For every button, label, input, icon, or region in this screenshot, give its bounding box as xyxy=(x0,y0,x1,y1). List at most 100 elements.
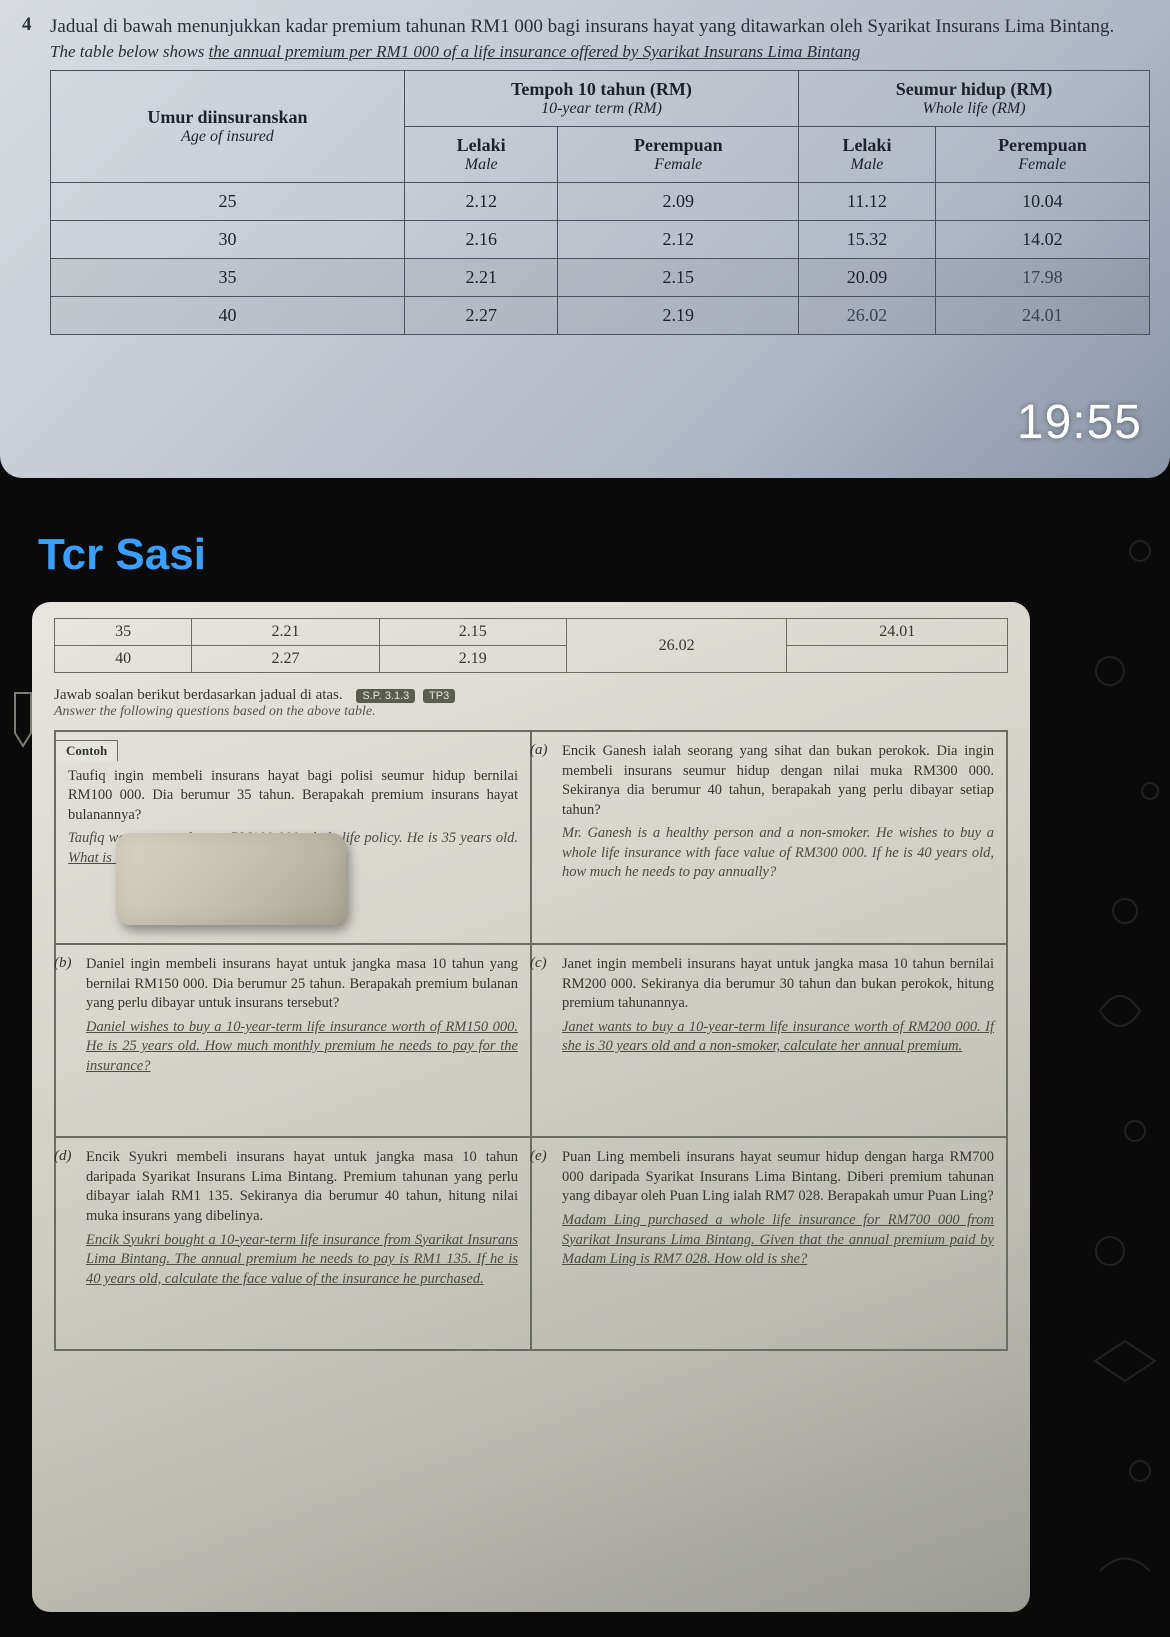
contoh-my: Taufiq ingin membeli insurans hayat bagi… xyxy=(68,767,518,826)
c-my: Janet ingin membeli insurans hayat untuk… xyxy=(562,955,994,1014)
lbl-female-my: Perempuan xyxy=(634,135,723,155)
tag-sp: S.P. 3.1.3 xyxy=(356,689,415,703)
lbl-female-en2: Female xyxy=(946,156,1139,174)
cell-ml: 15.32 xyxy=(799,220,936,258)
bottom-photo-card: 352.212.1526.0224.01 402.272.19 Jawab so… xyxy=(32,602,1030,1612)
cell-ml: 11.12 xyxy=(799,182,936,220)
cell-fl: 10.04 xyxy=(935,182,1149,220)
th-f10: PerempuanFemale xyxy=(558,126,799,182)
cell-m10: 2.16 xyxy=(404,220,558,258)
question-number: 4 xyxy=(22,14,32,36)
cell-ml: 20.09 xyxy=(799,258,936,296)
table-row: 352.212.1520.0917.98 xyxy=(51,258,1150,296)
frag-cell: 2.21 xyxy=(192,619,379,646)
lbl-female-my2: Perempuan xyxy=(998,135,1087,155)
cell-b: (b) Daniel ingin membeli insurans hayat … xyxy=(55,944,531,1137)
pencil-icon xyxy=(12,688,34,748)
instruction-my: Jawab soalan berikut berdasarkan jadual … xyxy=(54,687,1008,704)
cell-c: (c) Janet ingin membeli insurans hayat u… xyxy=(531,944,1007,1137)
question-text-my: Jadual di bawah menunjukkan kadar premiu… xyxy=(50,14,1150,40)
e-en-u: Madam Ling purchased a whole life insura… xyxy=(562,1212,994,1267)
th-age-my: Umur diinsuranskan xyxy=(147,107,307,127)
instruction-my-text: Jawab soalan berikut berdasarkan jadual … xyxy=(54,687,343,703)
cell-age: 35 xyxy=(51,258,405,296)
question-text-en: The table below shows the annual premium… xyxy=(50,42,1150,62)
th-life: Seumur hidup (RM) Whole life (RM) xyxy=(799,70,1150,126)
e-my: Puan Ling membeli insurans hayat seumur … xyxy=(562,1148,994,1207)
b-my: Daniel ingin membeli insurans hayat untu… xyxy=(86,955,518,1014)
frag-cell: 2.15 xyxy=(379,619,566,646)
th-fl: PerempuanFemale xyxy=(935,126,1149,182)
frag-cell: 24.01 xyxy=(787,619,1008,646)
label-c: (c) xyxy=(530,953,547,973)
cell-age: 40 xyxy=(51,296,405,334)
th-age: Umur diinsuranskan Age of insured xyxy=(51,70,405,182)
cell-d: (d) Encik Syukri membeli insurans hayat … xyxy=(55,1137,531,1350)
cell-ml: 26.02 xyxy=(799,296,936,334)
sender-name[interactable]: Tcr Sasi xyxy=(38,530,206,580)
d-en-u: Encik Syukri bought a 10-year-term life … xyxy=(86,1232,518,1287)
question-en-pre: The table below shows xyxy=(50,42,209,61)
label-contoh: Contoh xyxy=(55,740,118,761)
th-10y-en: 10-year term (RM) xyxy=(415,100,788,118)
cell-age: 25 xyxy=(51,182,405,220)
cell-m10: 2.27 xyxy=(404,296,558,334)
table-row: 352.212.1526.0224.01 xyxy=(55,619,1008,646)
question-grid: Contoh Taufiq ingin membeli insurans hay… xyxy=(54,730,1008,1351)
e-en: Madam Ling purchased a whole life insura… xyxy=(562,1211,994,1270)
cell-f10: 2.15 xyxy=(558,258,799,296)
eraser-icon xyxy=(116,833,346,925)
cell-fl: 14.02 xyxy=(935,220,1149,258)
d-en: Encik Syukri bought a 10-year-term life … xyxy=(86,1231,518,1290)
d-my: Encik Syukri membeli insurans hayat untu… xyxy=(86,1148,518,1226)
a-en: Mr. Ganesh is a healthy person and a non… xyxy=(562,824,994,883)
cell-age: 30 xyxy=(51,220,405,258)
table-row: 252.122.0911.1210.04 xyxy=(51,182,1150,220)
frag-cell: 2.19 xyxy=(379,646,566,673)
th-ml: LelakiMale xyxy=(799,126,936,182)
lbl-male-my: Lelaki xyxy=(457,135,506,155)
label-e: (e) xyxy=(530,1146,547,1166)
cell-f10: 2.09 xyxy=(558,182,799,220)
tag-tp: TP3 xyxy=(423,689,455,703)
frag-cell: 40 xyxy=(55,646,192,673)
frag-cell: 2.27 xyxy=(192,646,379,673)
c-en: Janet wants to buy a 10-year-term life i… xyxy=(562,1018,994,1057)
th-age-en: Age of insured xyxy=(61,128,394,146)
c-en-u: Janet wants to buy a 10-year-term life i… xyxy=(562,1019,994,1055)
label-a: (a) xyxy=(530,740,548,760)
frag-cell: 35 xyxy=(55,619,192,646)
cell-a: (a) Encik Ganesh ialah seorang yang siha… xyxy=(531,731,1007,944)
cell-f10: 2.12 xyxy=(558,220,799,258)
premium-table: Umur diinsuranskan Age of insured Tempoh… xyxy=(50,70,1150,335)
cell-f10: 2.19 xyxy=(558,296,799,334)
th-life-en: Whole life (RM) xyxy=(809,100,1139,118)
lbl-female-en: Female xyxy=(568,156,788,174)
th-10y-my: Tempoh 10 tahun (RM) xyxy=(511,79,692,99)
sp-tags: S.P. 3.1.3 TP3 xyxy=(352,687,455,704)
cell-e: (e) Puan Ling membeli insurans hayat seu… xyxy=(531,1137,1007,1350)
table-fragment: 352.212.1526.0224.01 402.272.19 xyxy=(54,618,1008,673)
table-row: 402.272.19 xyxy=(55,646,1008,673)
th-m10: LelakiMale xyxy=(404,126,558,182)
frag-cell xyxy=(787,646,1008,673)
label-d: (d) xyxy=(54,1146,72,1166)
b-en-u: Daniel wishes to buy a 10-year-term life… xyxy=(86,1019,518,1074)
cell-m10: 2.21 xyxy=(404,258,558,296)
question-en-underline: the annual premium per RM1 000 of a life… xyxy=(209,42,861,61)
lbl-male-en: Male xyxy=(415,156,548,174)
lbl-male-en2: Male xyxy=(809,156,925,174)
instruction-en: Answer the following questions based on … xyxy=(54,704,1008,720)
b-en: Daniel wishes to buy a 10-year-term life… xyxy=(86,1018,518,1077)
table-row: 302.162.1215.3214.02 xyxy=(51,220,1150,258)
frag-cell: 26.02 xyxy=(566,619,787,673)
timestamp-overlay: 19:55 xyxy=(1017,395,1142,450)
label-b: (b) xyxy=(54,953,72,973)
chat-doodles-icon xyxy=(1040,490,1170,1632)
premium-table-body: 252.122.0911.1210.04 302.162.1215.3214.0… xyxy=(51,182,1150,334)
a-my: Encik Ganesh ialah seorang yang sihat da… xyxy=(562,742,994,820)
th-10y: Tempoh 10 tahun (RM) 10-year term (RM) xyxy=(404,70,798,126)
cell-fl: 24.01 xyxy=(935,296,1149,334)
lbl-male-my2: Lelaki xyxy=(842,135,891,155)
top-photo-card: 4 Jadual di bawah menunjukkan kadar prem… xyxy=(0,0,1170,478)
